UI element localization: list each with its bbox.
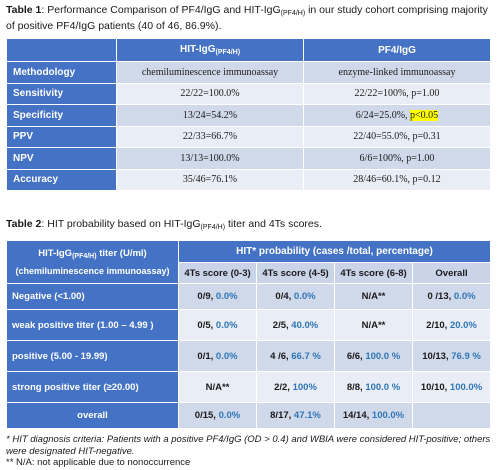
- row-label-overall: overall: [6, 402, 179, 429]
- table-cell: 22/22=100.0%: [116, 82, 304, 105]
- table1-corner-cell: [6, 38, 117, 62]
- table1-caption: Table 1: Performance Comparison of PF4/I…: [6, 4, 494, 33]
- table2-row-header-method: (chemiluminescence immunoassay): [15, 265, 170, 276]
- row-label-weak-positive: weak positive titer (1.00 – 4.99 ): [6, 309, 179, 341]
- table-row: overall 0/15, 0.0% 8/17, 47.1% 14/14, 10…: [6, 402, 492, 429]
- table2-subheader: 4Ts score (6-8): [334, 262, 413, 284]
- table2-caption: Table 2: HIT probability based on HIT-Ig…: [6, 218, 494, 234]
- table-cell: 10/10, 100.0%: [411, 371, 492, 403]
- table-cell: 0/15, 0.0%: [178, 402, 257, 429]
- table1-caption-sub: (PF4/H): [280, 10, 306, 17]
- table-cell: 6/6, 100.0 %: [334, 340, 413, 372]
- table-row: NPV 13/13=100.0% 6/6=100%, p=1.00: [6, 147, 491, 170]
- table1-caption-label: Table 1: [6, 4, 42, 16]
- table-cell: 0/9, 0.0%: [178, 283, 257, 310]
- table1-col-header-hit-igg: HIT-IgG(PF4/H): [116, 38, 304, 62]
- table2-subheader: 4Ts score (4-5): [256, 262, 335, 284]
- table-cell: 6/6=100%, p=1.00: [303, 147, 491, 170]
- row-label-negative: Negative (<1.00): [6, 283, 179, 310]
- table-row: Sensitivity 22/22=100.0% 22/22=100%, p=1…: [6, 82, 491, 105]
- row-label-sensitivity: Sensitivity: [6, 82, 117, 105]
- table-cell: 22/22=100%, p=1.00: [303, 82, 491, 105]
- table2-subheader: Overall: [411, 262, 492, 284]
- table-row: Accuracy 35/46=76.1% 28/46=60.1%, p=0.12: [6, 168, 491, 191]
- table-cell: 0 /13, 0.0%: [411, 283, 492, 310]
- table1-caption-text-b: in our study cohort comprising majority …: [6, 4, 488, 32]
- table-cell-text: 6/24=25.0%,: [355, 109, 411, 121]
- table1-caption-text-a: : Performance Comparison of PF4/IgG and …: [41, 4, 281, 16]
- row-label-positive: positive (5.00 - 19.99): [6, 340, 179, 372]
- table-cell: 13/13=100.0%: [116, 147, 304, 170]
- table-cell: N/A**: [334, 283, 413, 310]
- table-row: Specificity 13/24=54.2% 6/24=25.0%, p<0.…: [6, 104, 491, 127]
- table-cell: N/A**: [334, 309, 413, 341]
- table-cell: 22/33=66.7%: [116, 125, 304, 148]
- table-cell: enzyme-linked immunoassay: [303, 61, 491, 84]
- table-cell: 22/40=55.0%, p=0.31: [303, 125, 491, 148]
- table2-caption-label: Table 2: [6, 218, 42, 230]
- table-cell: 2/5, 40.0%: [256, 309, 335, 341]
- table2-caption-sub: (PF4/H): [200, 224, 226, 231]
- table-cell: 0/4, 0.0%: [256, 283, 335, 310]
- table-cell: 10/13, 76.9 %: [411, 340, 492, 372]
- table-row: Methodology chemiluminescence immunoassa…: [6, 61, 491, 84]
- table2-subheader-row: 4Ts score (0-3) 4Ts score (4-5) 4Ts scor…: [7, 262, 492, 284]
- table-cell: [411, 402, 492, 429]
- significance-highlight: p<0.05: [410, 109, 439, 121]
- table-row: PPV 22/33=66.7% 22/40=55.0%, p=0.31: [6, 125, 491, 148]
- table2-caption-text-a: : HIT probability based on HIT-IgG: [41, 218, 201, 230]
- table-cell: 35/46=76.1%: [116, 168, 304, 191]
- table-row: positive (5.00 - 19.99) 0/1, 0.0% 4 /6, …: [6, 340, 492, 372]
- table2-hit-probability: HIT-IgG(PF4/H) titer (U/ml) (chemilumine…: [6, 240, 492, 429]
- row-label-methodology: Methodology: [6, 61, 117, 84]
- table2-subheader: 4Ts score (0-3): [178, 262, 257, 284]
- table-cell: 28/46=60.1%, p=0.12: [303, 168, 491, 191]
- table-cell: 0/1, 0.0%: [178, 340, 257, 372]
- table-row: Negative (<1.00) 0/9, 0.0% 0/4, 0.0% N/A…: [6, 283, 492, 310]
- table2-group-header: HIT* probability (cases /total, percenta…: [177, 240, 492, 263]
- table-cell: N/A**: [178, 371, 257, 403]
- table-cell: 14/14, 100.0%: [334, 402, 413, 429]
- table-cell: 8/8, 100.0 %: [334, 371, 413, 403]
- table-cell: 2/10, 20.0%: [411, 309, 492, 341]
- row-label-ppv: PPV: [6, 125, 117, 148]
- table-cell: 4 /6, 66.7 %: [256, 340, 335, 372]
- row-label-specificity: Specificity: [6, 104, 117, 127]
- table2-caption-text-b: titer and 4Ts scores.: [225, 218, 322, 230]
- table-cell: chemiluminescence immunoassay: [116, 61, 304, 84]
- table-row: weak positive titer (1.00 – 4.99 ) 0/5, …: [6, 309, 492, 341]
- row-label-strong-positive: strong positive titer (≥20.00): [6, 371, 179, 403]
- footnote-hit-criteria: * HIT diagnosis criteria: Patients with …: [6, 434, 491, 457]
- table1-col-header-pf4-igg: PF4/IgG: [303, 38, 491, 62]
- table2-header-row: HIT-IgG(PF4/H) titer (U/ml) (chemilumine…: [6, 240, 492, 284]
- table2-row-header-title: HIT-IgG(PF4/H) titer (U/ml): [38, 247, 147, 260]
- table-cell: 0/5, 0.0%: [178, 309, 257, 341]
- row-label-npv: NPV: [6, 147, 117, 170]
- table-cell: 8/17, 47.1%: [256, 402, 335, 429]
- table-cell: 2/2, 100%: [256, 371, 335, 403]
- table-cell: 6/24=25.0%, p<0.05: [303, 104, 491, 127]
- table1-performance-comparison: HIT-IgG(PF4/H) PF4/IgG Methodology chemi…: [6, 38, 491, 191]
- table-row: strong positive titer (≥20.00) N/A** 2/2…: [6, 371, 492, 403]
- table2-row-header: HIT-IgG(PF4/H) titer (U/ml) (chemilumine…: [6, 240, 179, 284]
- row-label-accuracy: Accuracy: [6, 168, 117, 191]
- footnote-na: ** N/A: not applicable due to nonoccurre…: [6, 457, 191, 468]
- table1-header-row: HIT-IgG(PF4/H) PF4/IgG: [6, 38, 491, 62]
- table-cell: 13/24=54.2%: [116, 104, 304, 127]
